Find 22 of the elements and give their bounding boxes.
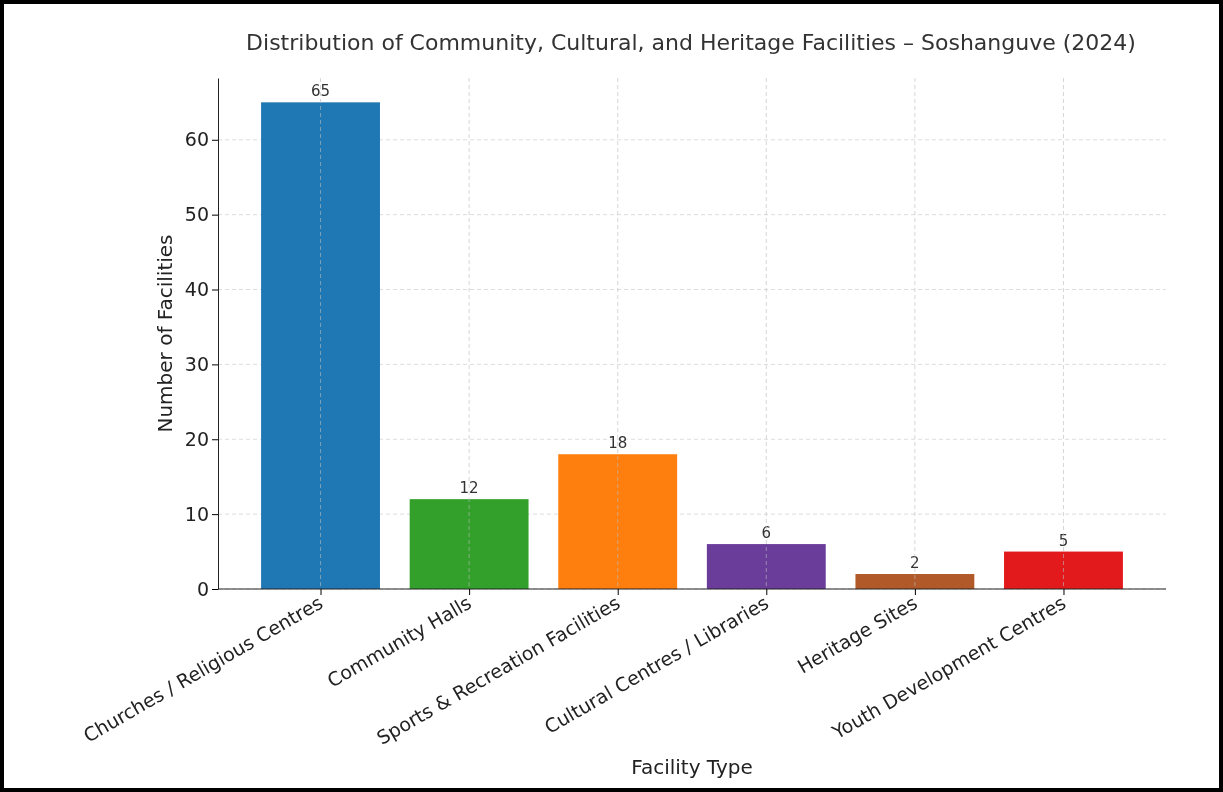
y-tick-label: 0 (196, 577, 209, 600)
bar (261, 102, 380, 589)
bar (706, 544, 826, 589)
y-tick-label: 60 (184, 128, 209, 151)
y-tick-label: 10 (184, 502, 209, 525)
y-tick-label: 50 (184, 203, 209, 226)
data-label: 18 (608, 434, 628, 453)
y-tick-label: 30 (184, 352, 209, 375)
y-axis-title: Number of Facilities (153, 234, 177, 433)
bar (558, 454, 678, 589)
data-label: 12 (459, 479, 479, 498)
y-tick-label: 40 (184, 278, 209, 301)
bar (1004, 551, 1123, 589)
y-tick-label: 20 (184, 427, 209, 450)
data-label: 65 (310, 82, 331, 101)
data-label: 5 (1058, 531, 1069, 550)
data-label: 6 (761, 524, 772, 543)
bar (855, 574, 975, 589)
chart-title: Distribution of Community, Cultural, and Heritage Facilities – Soshanguve (2024) (246, 30, 1136, 55)
bar (409, 499, 529, 589)
data-label: 2 (910, 554, 920, 573)
x-axis-title: Facility Type (631, 755, 753, 779)
